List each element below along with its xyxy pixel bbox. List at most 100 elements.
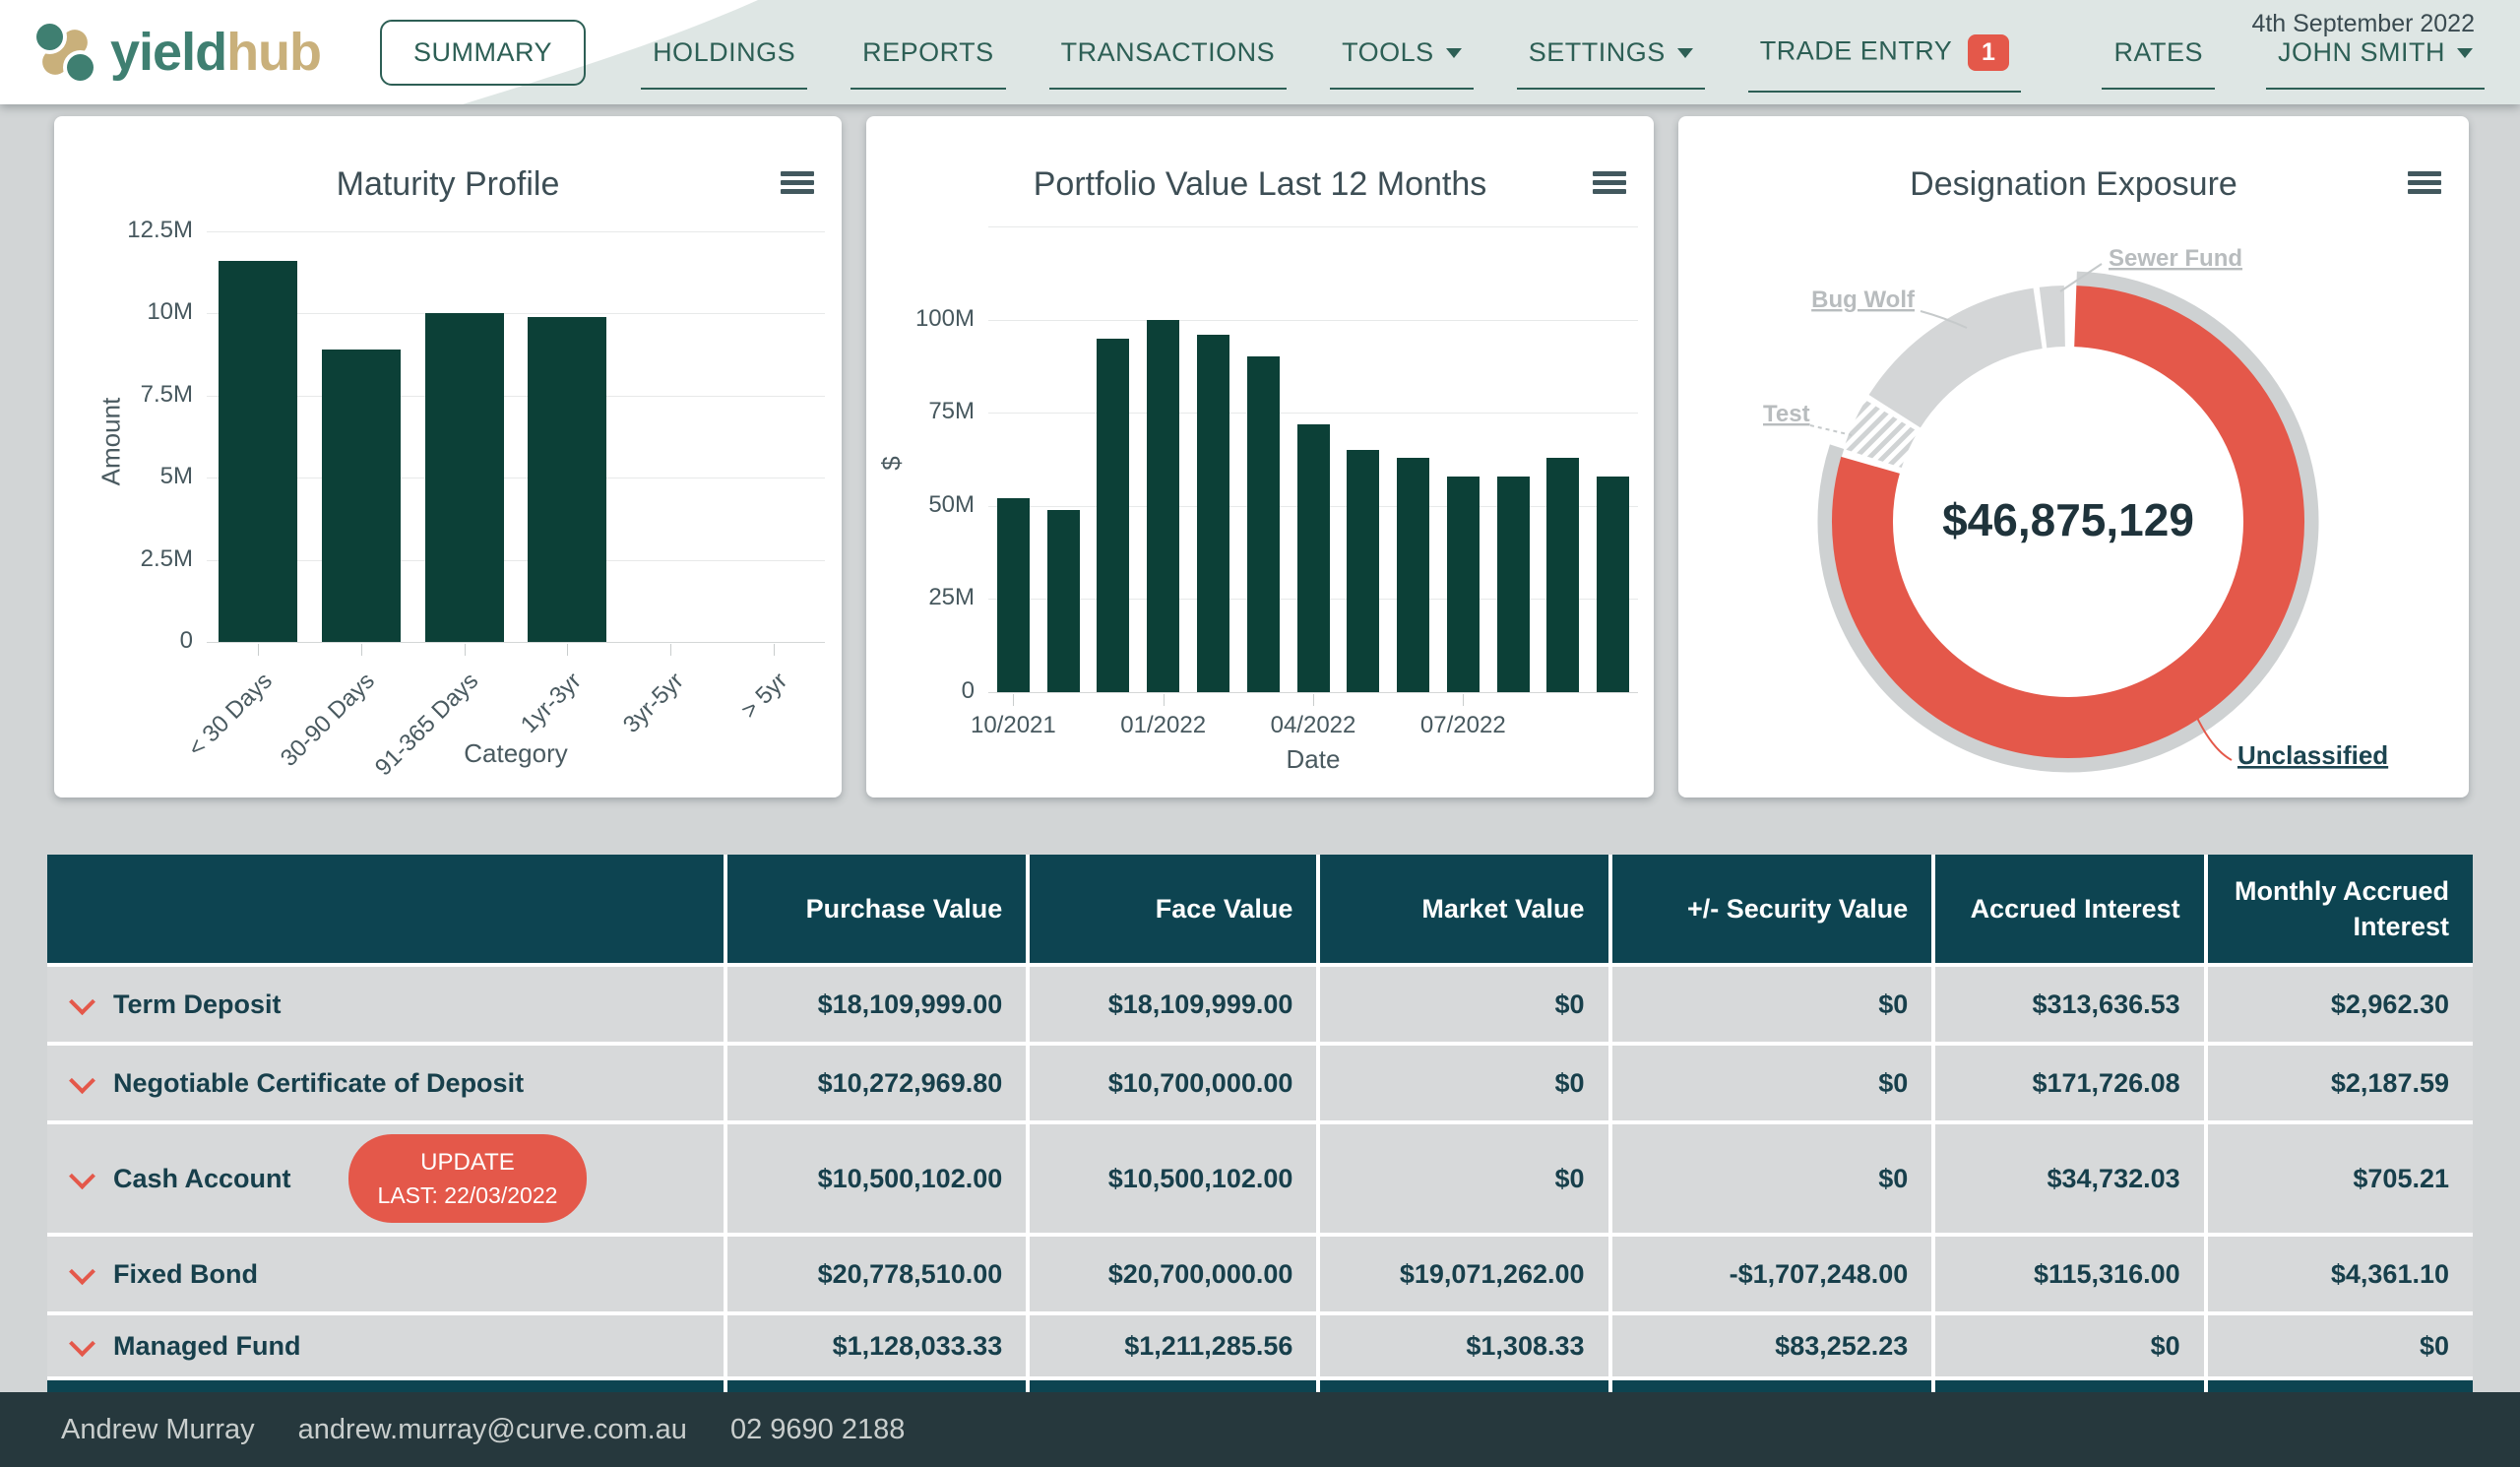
bar-09-2022 [1546, 458, 1579, 692]
row-label: Cash Account [113, 1164, 291, 1194]
nav-item-rates[interactable]: RATES [2113, 37, 2203, 68]
cell-face-value: $20,700,000.00 [1030, 1237, 1316, 1311]
cell-market-value: $1,308.33 [1320, 1315, 1607, 1376]
cell-purchase-value: $18,109,999.00 [727, 967, 1026, 1042]
expand-row-chevron-icon[interactable] [69, 1330, 95, 1357]
table-row-fixed-bond: Fixed Bond [47, 1237, 724, 1311]
y-axis-title: Amount [96, 373, 127, 511]
cell-face-value: $18,109,999.00 [1030, 967, 1316, 1042]
nav-item-transactions[interactable]: TRANSACTIONS [1061, 37, 1276, 68]
expand-row-chevron-icon[interactable] [69, 989, 95, 1015]
nav-item-trade-entry[interactable]: TRADE ENTRY1 [1760, 34, 2010, 71]
bar-03-2022 [1247, 356, 1280, 692]
bar-11-2021 [1047, 510, 1080, 692]
row-label: Managed Fund [113, 1331, 301, 1362]
portfolio-value-card: Portfolio Value Last 12 Months 100M75M50… [866, 116, 1654, 797]
nav-item-holdings[interactable]: HOLDINGS [653, 37, 795, 68]
footer-contact-email[interactable]: andrew.murray@curve.com.au [298, 1414, 687, 1446]
cell--security-value: $0 [1612, 1124, 1932, 1233]
y-axis-tick-label: 100M [880, 305, 975, 333]
x-axis-tick-label: 10/2021 [944, 712, 1082, 739]
table-header-category [47, 855, 724, 963]
update-cash-account-button[interactable]: UPDATELAST: 22/03/2022 [348, 1134, 588, 1223]
cell-purchase-value: $1,128,033.33 [727, 1315, 1026, 1376]
cell-monthly-accrued-interest: $2,187.59 [2208, 1046, 2473, 1120]
donut-segment-bug-wolf[interactable] [1895, 318, 2038, 411]
x-axis-title: Category [447, 738, 585, 769]
bar-1yr-3yr [528, 317, 606, 642]
nav-item-reports[interactable]: REPORTS [862, 37, 994, 68]
x-axis-tick-label: 01/2022 [1095, 712, 1232, 739]
page-footer: Andrew Murray andrew.murray@curve.com.au… [0, 1392, 2520, 1467]
expand-row-chevron-icon[interactable] [69, 1258, 95, 1285]
chevron-down-icon [1446, 48, 1462, 58]
x-axis-tick-label: < 30 Days [182, 668, 278, 763]
bar-07-2022 [1447, 477, 1480, 692]
cell--security-value: -$1,707,248.00 [1612, 1237, 1932, 1311]
donut-segment-sewer-fund[interactable] [2044, 316, 2065, 318]
cell--security-value: $83,252.23 [1612, 1315, 1932, 1376]
expand-row-chevron-icon[interactable] [69, 1163, 95, 1189]
cell-accrued-interest: $115,316.00 [1935, 1237, 2203, 1311]
donut-label-bug-wolf[interactable]: Bug Wolf [1811, 287, 1916, 313]
designation-exposure-card: Designation Exposure $46,875,129Unclassi… [1678, 116, 2469, 797]
cell-accrued-interest: $313,636.53 [1935, 967, 2203, 1042]
x-axis-tick-label: 07/2022 [1394, 712, 1532, 739]
user-menu[interactable]: JOHN SMITH [2278, 37, 2473, 68]
row-label: Term Deposit [113, 989, 282, 1020]
footer-contact-name: Andrew Murray [61, 1414, 255, 1446]
cell--security-value: $0 [1612, 967, 1932, 1042]
cell-accrued-interest: $171,726.08 [1935, 1046, 2203, 1120]
y-axis-tick-label: 10M [98, 298, 193, 326]
row-label: Negotiable Certificate of Deposit [113, 1068, 524, 1099]
cell-market-value: $0 [1320, 967, 1607, 1042]
x-axis-tick-label: > 5yr [735, 668, 792, 725]
designation-exposure-chart: $46,875,129UnclassifiedTestBug WolfSewer… [1678, 116, 2469, 797]
nav-item-summary[interactable]: SUMMARY [380, 20, 586, 86]
bar-02-2022 [1197, 335, 1229, 692]
bar-10-2022 [1597, 477, 1629, 692]
cell-monthly-accrued-interest: $2,962.30 [2208, 967, 2473, 1042]
row-label: Fixed Bond [113, 1259, 258, 1290]
top-nav: 4th September 2022 yieldhub SUMMARY HOLDI… [0, 0, 2520, 104]
cell-market-value: $0 [1320, 1124, 1607, 1233]
bar-30-90-days [322, 350, 401, 642]
y-axis-title: $ [877, 395, 908, 533]
y-axis-tick-label: 25M [880, 584, 975, 611]
bar-04-2022 [1297, 424, 1330, 692]
nav-right-group: RATES JOHN SMITH [2113, 37, 2477, 68]
yieldhub-wordmark: yieldhub [110, 26, 321, 79]
x-axis-tick-label: 04/2022 [1244, 712, 1382, 739]
cell-accrued-interest: $34,732.03 [1935, 1124, 2203, 1233]
y-axis-tick-label: 0 [880, 677, 975, 705]
cell--security-value: $0 [1612, 1046, 1932, 1120]
yieldhub-dashboard: { "nav": { "brand": {"word_green": "yiel… [0, 0, 2520, 1467]
chevron-down-icon [1677, 48, 1693, 58]
cell-face-value: $10,500,102.00 [1030, 1124, 1316, 1233]
cell-monthly-accrued-interest: $4,361.10 [2208, 1237, 2473, 1311]
table-header-accrued-interest: Accrued Interest [1935, 855, 2203, 963]
donut-label-sewer-fund[interactable]: Sewer Fund [2109, 245, 2242, 272]
bar-01-2022 [1147, 320, 1179, 692]
nav-item-settings[interactable]: SETTINGS [1529, 37, 1693, 68]
donut-label-test[interactable]: Test [1763, 401, 1810, 427]
table-header-market-value: Market Value [1320, 855, 1607, 963]
yieldhub-logo-icon [35, 23, 94, 82]
cell-accrued-interest: $0 [1935, 1315, 2203, 1376]
yieldhub-logo[interactable]: yieldhub [35, 23, 321, 82]
donut-label-unclassified[interactable]: Unclassified [2237, 740, 2388, 770]
donut-segment-test[interactable] [1872, 415, 1892, 458]
trade-entry-count-badge: 1 [1968, 34, 2009, 71]
expand-row-chevron-icon[interactable] [69, 1067, 95, 1094]
nav-item-tools[interactable]: TOOLS [1342, 37, 1462, 68]
table-row-term-deposit: Term Deposit [47, 967, 724, 1042]
bar-08-2022 [1497, 477, 1530, 692]
current-date: 4th September 2022 [2251, 10, 2475, 38]
maturity-profile-chart: 12.5M10M7.5M5M2.5M0< 30 Days30-90 Days91… [54, 116, 842, 797]
bar--30-days [219, 261, 297, 642]
table-row-cash-account: Cash Account UPDATELAST: 22/03/2022 [47, 1124, 724, 1233]
table-row-negotiable-certificate-of-deposit: Negotiable Certificate of Deposit [47, 1046, 724, 1120]
y-axis-tick-label: 2.5M [98, 545, 193, 573]
cell-purchase-value: $20,778,510.00 [727, 1237, 1026, 1311]
bar-91-365-days [425, 313, 504, 642]
